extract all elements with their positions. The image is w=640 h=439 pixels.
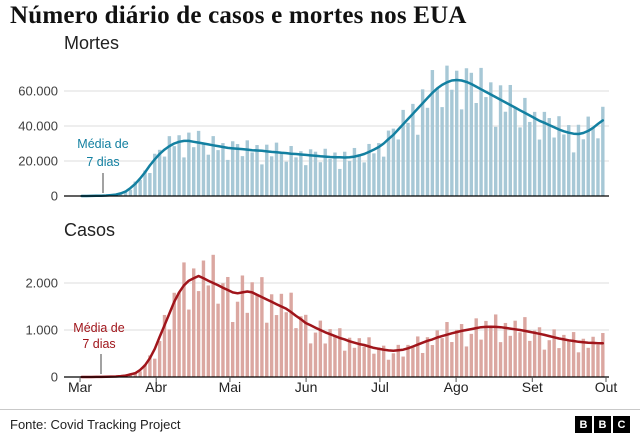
- svg-text:1.000: 1.000: [25, 323, 58, 338]
- svg-text:2.000: 2.000: [25, 276, 58, 291]
- svg-text:Média de: Média de: [77, 137, 128, 151]
- svg-text:Jul: Jul: [371, 379, 389, 395]
- seven-day-average-line: [80, 274, 605, 379]
- svg-text:Mai: Mai: [219, 379, 242, 395]
- svg-text:Abr: Abr: [145, 379, 167, 395]
- source-text: Fonte: Covid Tracking Project: [10, 417, 181, 432]
- svg-text:40.000: 40.000: [18, 119, 58, 134]
- cases-chart-label: Casos: [64, 220, 116, 240]
- svg-text:Ago: Ago: [444, 379, 469, 395]
- svg-text:Out: Out: [595, 379, 618, 395]
- deaths-chart-label: Mortes: [64, 33, 120, 53]
- svg-text:7 dias: 7 dias: [86, 155, 119, 169]
- daily-bars: [84, 65, 605, 197]
- average-annotation: Média de 7 dias: [73, 321, 125, 374]
- seven-day-average-line: [80, 78, 605, 198]
- svg-text:Média de: Média de: [73, 321, 124, 335]
- svg-text:0: 0: [51, 370, 58, 385]
- svg-text:Mar: Mar: [68, 379, 92, 395]
- deaths-chart: 0 20.000 40.000 60.000 Média de 7 dias: [18, 65, 609, 204]
- svg-text:60.000: 60.000: [18, 84, 58, 99]
- y-tick-labels: 0 20.000 40.000 60.000: [18, 84, 58, 204]
- bbc-logo-block-b1: B: [575, 416, 592, 433]
- svg-text:Set: Set: [522, 379, 543, 395]
- bbc-logo-block-b2: B: [594, 416, 611, 433]
- svg-text:0: 0: [51, 189, 58, 204]
- svg-text:20.000: 20.000: [18, 154, 58, 169]
- bbc-logo: B B C: [575, 416, 630, 433]
- svg-text:Jun: Jun: [295, 379, 318, 395]
- average-annotation: Média de 7 dias: [77, 137, 129, 193]
- page-title: Número diário de casos e mortes nos EUA: [10, 2, 467, 29]
- gridlines: [64, 282, 609, 331]
- bbc-logo-block-c: C: [613, 416, 630, 433]
- daily-bars: [94, 254, 605, 378]
- month-labels: Mar Abr Mai Jun Jul Ago Set Out: [68, 377, 617, 395]
- svg-text:7 dias: 7 dias: [82, 337, 115, 351]
- cases-chart: 0 1.000 2.000 Média de 7 dias Mar Abr Mai Jun Jul…: [25, 254, 617, 395]
- footer: Fonte: Covid Tracking Project B B C: [0, 409, 640, 439]
- gridlines: [64, 90, 609, 162]
- y-tick-labels: 0 1.000 2.000: [25, 276, 58, 385]
